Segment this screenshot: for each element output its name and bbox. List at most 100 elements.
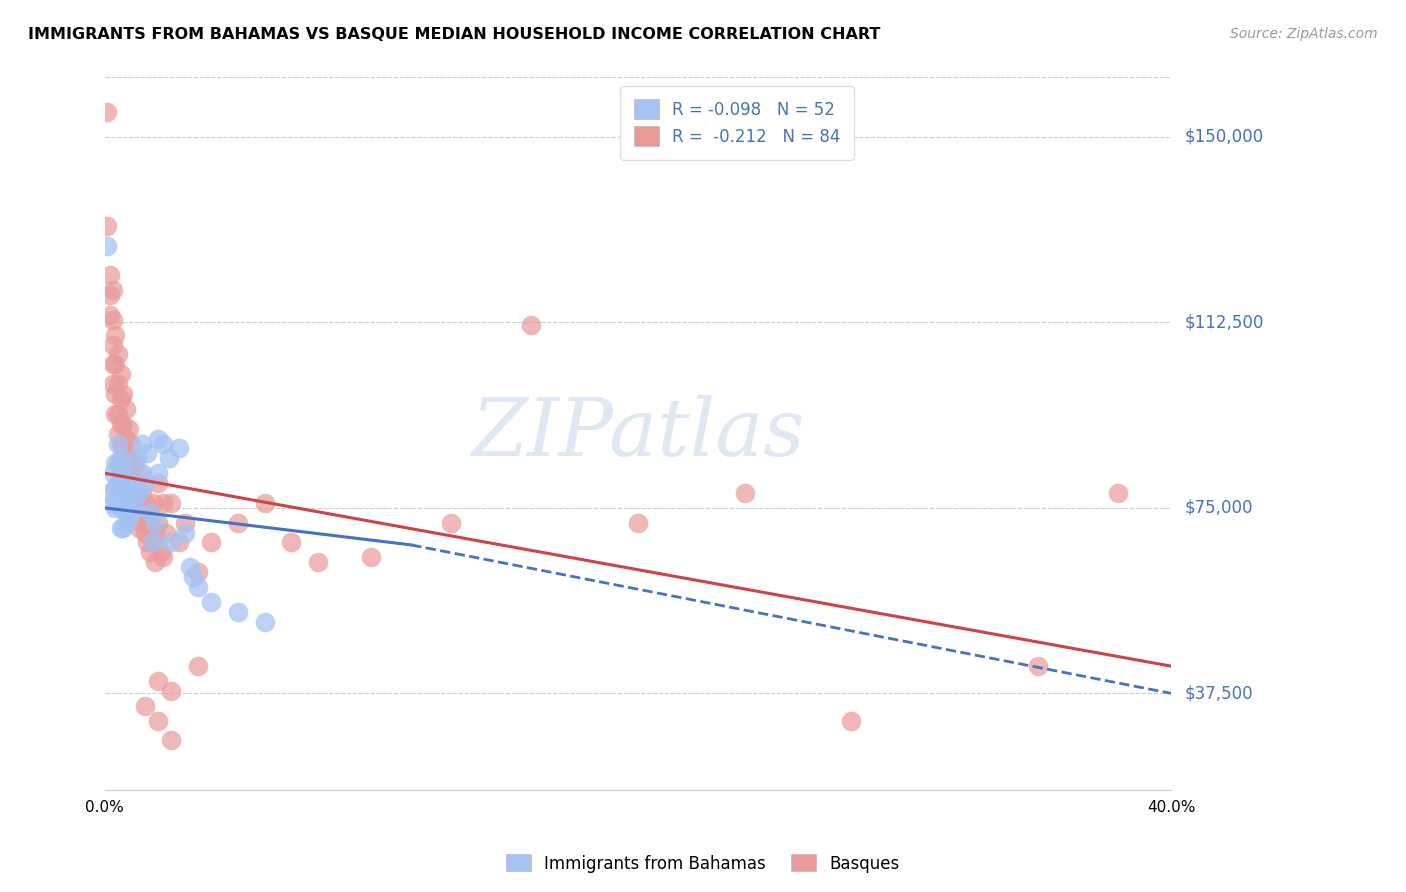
Point [107,347,129,361]
Point [157,451,180,466]
Text: Source: ZipAtlas.com: Source: ZipAtlas.com [1230,27,1378,41]
Point [104,481,127,495]
Point [112,461,135,475]
Point [280,535,302,549]
Point [146,467,169,481]
Point [101,467,124,481]
Point [146,432,169,446]
Text: $75,000: $75,000 [1185,499,1254,516]
Point [110,456,132,470]
Point [104,500,127,515]
Point [118,486,141,500]
Point [110,467,132,481]
Point [101,377,124,392]
Point [155,525,177,540]
Point [115,481,138,495]
Point [146,673,169,688]
Point [120,467,142,481]
Point [136,535,159,549]
Point [307,555,329,569]
Point [152,436,174,450]
Point [169,442,191,456]
Point [1107,486,1129,500]
Point [160,733,183,747]
Point [131,436,153,450]
Point [104,327,127,342]
Point [181,570,204,584]
Point [169,535,191,549]
Point [149,545,172,559]
Text: $37,500: $37,500 [1185,684,1254,702]
Point [139,545,162,559]
Point [134,698,156,713]
Point [146,516,169,530]
Point [104,387,127,401]
Point [101,337,124,351]
Point [131,467,153,481]
Point [128,496,150,510]
Point [253,615,276,629]
Point [107,407,129,421]
Point [112,442,135,456]
Point [440,516,463,530]
Point [187,565,209,579]
Text: ZIPatlas: ZIPatlas [471,395,804,473]
Point [112,521,135,535]
Point [104,407,127,421]
Point [122,486,145,500]
Point [125,476,148,491]
Text: $112,500: $112,500 [1185,313,1264,331]
Point [134,525,156,540]
Point [226,605,249,619]
Point [110,500,132,515]
Point [98,288,121,302]
Point [110,451,132,466]
Point [125,481,148,495]
Point [122,510,145,524]
Point [1026,659,1049,673]
Point [107,426,129,441]
Point [98,268,121,283]
Point [110,436,132,450]
Point [128,467,150,481]
Point [627,516,650,530]
Point [101,313,124,327]
Point [160,684,183,698]
Point [122,496,145,510]
Point [118,422,141,436]
Text: IMMIGRANTS FROM BAHAMAS VS BASQUE MEDIAN HOUSEHOLD INCOME CORRELATION CHART: IMMIGRANTS FROM BAHAMAS VS BASQUE MEDIAN… [28,27,880,42]
Point [120,506,142,520]
Point [128,521,150,535]
Point [136,506,159,520]
Point [179,560,201,574]
Point [101,357,124,371]
Point [125,451,148,466]
Point [125,500,148,515]
Point [118,476,141,491]
Point [173,516,195,530]
Point [98,486,121,500]
Point [118,451,141,466]
Point [134,496,156,510]
Point [200,535,222,549]
Point [118,510,141,524]
Point [146,476,169,491]
Point [253,496,276,510]
Point [142,535,165,549]
Point [115,401,138,416]
Point [112,481,135,495]
Point [360,550,382,565]
Point [104,456,127,470]
Point [96,238,118,252]
Point [187,580,209,594]
Point [110,521,132,535]
Point [107,476,129,491]
Point [143,525,166,540]
Point [520,318,543,332]
Point [112,387,135,401]
Legend: Immigrants from Bahamas, Basques: Immigrants from Bahamas, Basques [499,847,907,880]
Point [98,308,121,322]
Point [107,496,129,510]
Point [128,486,150,500]
Point [122,456,145,470]
